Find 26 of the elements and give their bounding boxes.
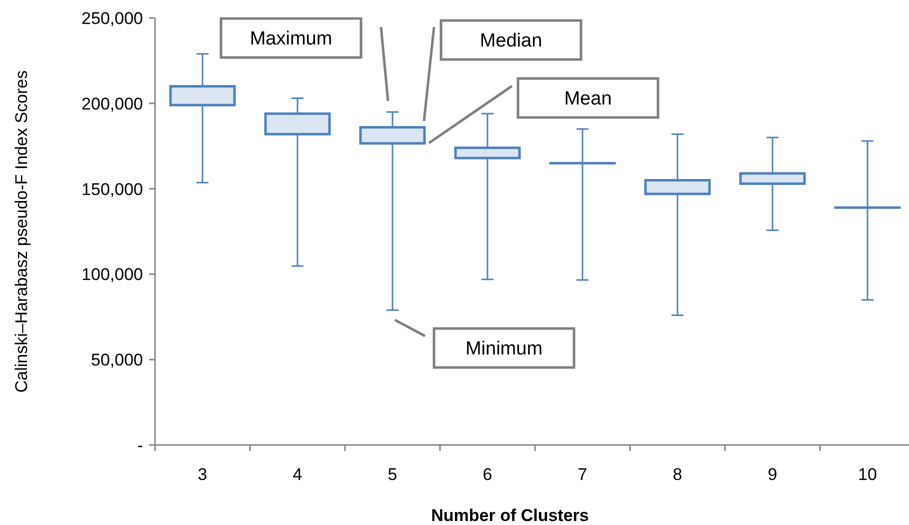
x-tick-label: 9 (768, 465, 778, 484)
candlestick (739, 136, 806, 232)
candlestick (834, 140, 901, 301)
annotation: Median (480, 30, 542, 52)
candlestick (644, 133, 711, 316)
candlestick (359, 111, 426, 311)
y-axis-title: Calinski–Harabasz pseudo-F Index Scores (12, 70, 31, 393)
candlestick (549, 128, 616, 281)
x-tick-label: 10 (858, 465, 877, 484)
y-tick-label: 250,000 (82, 8, 143, 28)
x-tick-label: 3 (198, 465, 208, 484)
y-tick-label: 50,000 (91, 350, 143, 370)
y-tick-label: - (137, 436, 143, 455)
x-tick-label: 7 (578, 465, 588, 484)
annotation: Minimum (465, 338, 543, 360)
y-tick-label: 100,000 (82, 265, 143, 284)
x-tick-label: 6 (482, 465, 492, 484)
candlestick (454, 112, 521, 280)
y-tick-label: 200,000 (82, 94, 143, 114)
x-tick-label: 8 (672, 465, 682, 484)
annotation: Maximum (250, 28, 332, 50)
y-tick-label: 150,000 (82, 180, 143, 199)
x-tick-label: 5 (388, 465, 398, 484)
annotation: Mean (564, 88, 612, 110)
x-tick-label: 4 (292, 465, 302, 484)
x-axis-title: Number of Clusters (431, 506, 589, 525)
